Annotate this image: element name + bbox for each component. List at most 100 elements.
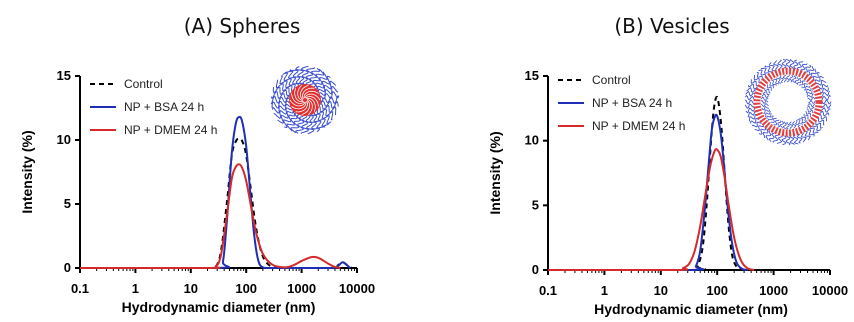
inner-chain (760, 96, 769, 101)
inner-chain (794, 76, 799, 85)
panel-a-x-tick-label: 100 (235, 281, 257, 296)
panel-a-y-tick-label: 5 (64, 196, 71, 211)
outer-chain (812, 125, 822, 132)
outer-chain (816, 79, 827, 86)
outer-chain (776, 135, 783, 145)
outer-chain (793, 134, 799, 145)
outer-chain (814, 75, 824, 82)
outer-chain (820, 107, 831, 113)
outer-chain (813, 71, 820, 81)
outer-chain (821, 90, 830, 97)
panel-a-x-tick-label: 10000 (339, 281, 375, 296)
inner-chain (782, 121, 787, 130)
polymer-chain (313, 112, 330, 127)
inner-chain (763, 109, 770, 114)
inner-chain (780, 120, 785, 129)
outer-chain (810, 68, 817, 78)
polymer-chain (272, 86, 291, 97)
core-chain (299, 85, 309, 100)
core-chain (303, 90, 319, 99)
inner-chain (797, 119, 803, 125)
core-chain (302, 87, 315, 99)
panel-a-series-line-1 (80, 137, 353, 270)
core-chain (294, 88, 304, 103)
polymer-chain (320, 103, 337, 116)
polymer-chain (316, 75, 331, 91)
inner-chain (776, 77, 782, 84)
polymer-chain (270, 91, 290, 100)
outer-chain (820, 87, 829, 94)
outer-chain (819, 114, 827, 122)
panel-a-x-axis-label: Hydrodynamic diameter (nm) (122, 299, 316, 315)
outer-chain (765, 130, 772, 141)
outer-chain (796, 61, 804, 70)
panel-b-x-axis-label: Hydrodynamic diameter (nm) (594, 301, 788, 317)
inner-chain (805, 110, 811, 117)
panel-b-y-tick-label: 0 (532, 262, 539, 277)
panel-a-legend-label: NP + DMEM 24 h (124, 123, 217, 137)
panel-b-legend-label: Control (592, 73, 631, 87)
inner-chain (769, 81, 775, 89)
inner-chain (760, 103, 769, 107)
panel-b-x-tick-label: 1 (601, 283, 608, 298)
core-chain (291, 101, 307, 110)
polymer-chain (315, 71, 328, 90)
polymer-chain (271, 100, 290, 109)
outer-chain (817, 117, 825, 126)
inner-chain (799, 80, 806, 86)
outer-chain (749, 114, 757, 122)
outer-chain (781, 58, 787, 69)
polymer-chain (295, 66, 305, 85)
outer-chain (744, 99, 755, 105)
inner-chain (789, 75, 794, 83)
inner-chain (799, 118, 806, 124)
outer-chain (761, 67, 770, 74)
outer-chain (769, 62, 775, 72)
outer-chain (819, 110, 830, 117)
inner-chain (779, 75, 784, 84)
panel-b-x-tick-label: 100 (706, 283, 728, 298)
core-chain (289, 99, 306, 107)
polymer-chain (309, 67, 320, 86)
panel-b-x-tick-label: 10000 (812, 283, 848, 298)
inner-chain (760, 99, 769, 104)
polymer-chain (316, 109, 332, 124)
outer-chain (762, 128, 769, 139)
core-chain (306, 97, 316, 112)
polymer-chain (284, 70, 299, 86)
polymer-chain (300, 65, 309, 85)
polymer-chain (305, 115, 315, 135)
panel-b-legend-label: NP + BSA 24 h (592, 96, 672, 110)
outer-chain (793, 59, 799, 70)
outer-chain (815, 121, 823, 129)
outer-chain (773, 60, 779, 71)
outer-chain (772, 134, 780, 143)
panel-b-series-line-2 (548, 113, 749, 272)
core-chain (304, 93, 321, 101)
outer-chain (800, 132, 807, 143)
polymer-chain (300, 115, 310, 135)
polymer-chain (320, 90, 340, 100)
outer-chain (745, 90, 756, 97)
panel-a-x-tick-label: 1 (132, 281, 139, 296)
panel-a-title: (A) Spheres (184, 14, 301, 38)
polymer-chain (282, 72, 296, 89)
inner-chain (792, 75, 797, 83)
polymer-chain (277, 110, 294, 124)
polymer-chain (289, 69, 302, 85)
inner-chain (786, 74, 790, 83)
panel-b-title: (B) Vesicles (614, 14, 729, 38)
micelle-core (289, 84, 321, 116)
outer-chain (781, 135, 787, 146)
panel-a-legend-label: Control (124, 77, 163, 91)
outer-chain (747, 110, 756, 118)
panel-a-y-tick-label: 15 (57, 68, 71, 83)
inner-chain (806, 108, 814, 113)
bilayer-membrane (753, 67, 823, 137)
panel-a-x-tick-label: 0.1 (71, 281, 89, 296)
core-chain (297, 85, 304, 101)
inner-chain (795, 119, 800, 128)
inner-chain (773, 78, 780, 85)
outer-chain (744, 94, 755, 101)
